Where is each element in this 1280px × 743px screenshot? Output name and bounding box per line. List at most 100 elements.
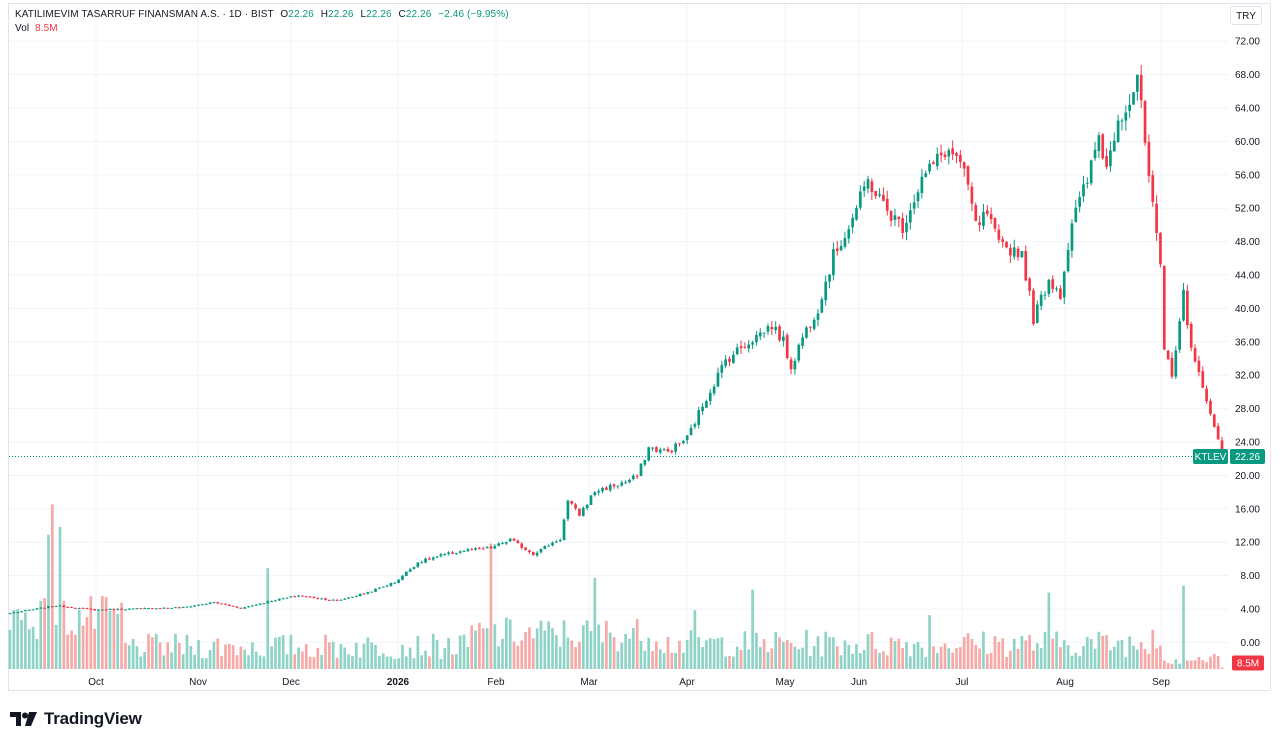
candle-body xyxy=(208,602,212,604)
volume-bar xyxy=(939,646,943,669)
volume-bar xyxy=(335,657,339,669)
price-tick-label: 0.00 xyxy=(1241,638,1261,649)
candle-body xyxy=(254,604,258,606)
volume-bar xyxy=(793,646,797,669)
price-axis[interactable]: 72.00 68.00 64.00 60.00 56.00 52.00 48.00 44.00… xyxy=(1235,37,1260,649)
candle-body xyxy=(555,541,558,543)
volume-bar xyxy=(420,655,424,669)
volume-bar xyxy=(835,646,839,669)
volume-bars xyxy=(8,504,1224,669)
volume-bar xyxy=(343,647,347,669)
candle-body xyxy=(820,299,824,313)
volume-bar xyxy=(616,651,620,669)
legend-exchange: BIST xyxy=(251,9,274,20)
candle-body xyxy=(212,602,216,604)
volume-bar xyxy=(808,656,812,669)
candle-body xyxy=(104,609,108,611)
candle-body xyxy=(624,482,627,484)
volume-bar xyxy=(1220,667,1224,669)
volume-bar xyxy=(935,653,939,669)
candle-body xyxy=(558,540,562,542)
volume-bar xyxy=(485,628,489,669)
legend-volume-value: 8.5M xyxy=(35,23,58,34)
tradingview-logo[interactable]: TradingView xyxy=(10,708,142,730)
volume-bar xyxy=(924,657,928,669)
candle-body xyxy=(989,213,993,220)
candle-body xyxy=(131,608,135,610)
candle-body xyxy=(262,603,266,605)
volume-bar xyxy=(666,636,670,669)
time-axis[interactable]: Oct Nov Dec 2026 Feb Mar Apr May Jun Jul Aug Sep xyxy=(88,677,1170,688)
volume-bar xyxy=(789,643,793,669)
volume-bar xyxy=(201,658,204,669)
volume-bar xyxy=(624,633,627,669)
candle-body xyxy=(581,507,585,516)
volume-bar xyxy=(928,615,931,669)
volume-bar xyxy=(366,637,370,669)
candle-body xyxy=(416,562,420,568)
volume-bar xyxy=(909,656,912,669)
volume-bar xyxy=(397,658,400,669)
volume-bar xyxy=(905,642,908,669)
legend-symbol-name[interactable]: KATILIMEVIM TASARRUF FINANSMAN A.S. xyxy=(15,9,220,20)
symbol-badge xyxy=(1193,449,1228,465)
candle-body xyxy=(782,336,785,342)
volume-bar xyxy=(120,602,123,669)
volume-bar xyxy=(197,639,200,669)
volume-bar xyxy=(127,645,131,669)
volume-bar xyxy=(58,526,62,669)
candle-body xyxy=(605,487,608,490)
volume-bar xyxy=(735,646,739,669)
volume-bar xyxy=(955,648,958,669)
volume-bar xyxy=(254,651,258,669)
volume-bar xyxy=(177,643,181,669)
volume-bar xyxy=(505,617,508,669)
volume-bar xyxy=(131,638,135,669)
volume-bar xyxy=(974,644,978,669)
volume-bar xyxy=(693,610,697,669)
volume-bar xyxy=(443,647,447,669)
candle-body xyxy=(716,372,720,387)
volume-bar xyxy=(805,629,808,669)
candle-body xyxy=(535,552,539,556)
volume-bar xyxy=(35,639,39,669)
candle-body xyxy=(551,542,554,546)
legend-volume-label[interactable]: Vol xyxy=(15,23,30,34)
candle-body xyxy=(412,566,416,569)
volume-bar xyxy=(277,636,281,669)
volume-bar xyxy=(108,611,112,669)
volume-bar xyxy=(266,568,270,669)
candle-body xyxy=(658,449,662,453)
candle-body xyxy=(281,598,285,600)
candle-body xyxy=(1124,112,1128,121)
volume-bar xyxy=(66,634,70,669)
volume-bar xyxy=(401,644,404,669)
volume-bar xyxy=(543,630,547,669)
candle-body xyxy=(689,427,693,435)
volume-bar xyxy=(1062,640,1066,669)
volume-bar xyxy=(97,609,100,669)
candle-body xyxy=(816,313,820,320)
volume-bar xyxy=(862,649,866,669)
volume-bar xyxy=(1035,643,1039,669)
volume-bar xyxy=(1001,638,1005,669)
candle-body xyxy=(808,326,812,328)
volume-bar xyxy=(101,596,104,669)
candle-body xyxy=(732,354,735,364)
volume-bar xyxy=(855,643,858,669)
candle-body xyxy=(227,604,231,606)
candle-body xyxy=(147,608,150,610)
currency-button[interactable]: TRY xyxy=(1230,6,1262,25)
volume-bar xyxy=(597,624,601,669)
candle-body xyxy=(920,176,924,194)
candle-body xyxy=(739,346,743,349)
candle-body xyxy=(1032,290,1035,324)
candle-body xyxy=(274,600,277,602)
candle-body xyxy=(324,598,327,600)
candle-body xyxy=(1205,388,1208,402)
legend-high-label: H xyxy=(320,9,329,20)
candle-body xyxy=(1132,92,1135,105)
volume-bar xyxy=(1159,645,1162,669)
candle-body xyxy=(235,606,239,608)
